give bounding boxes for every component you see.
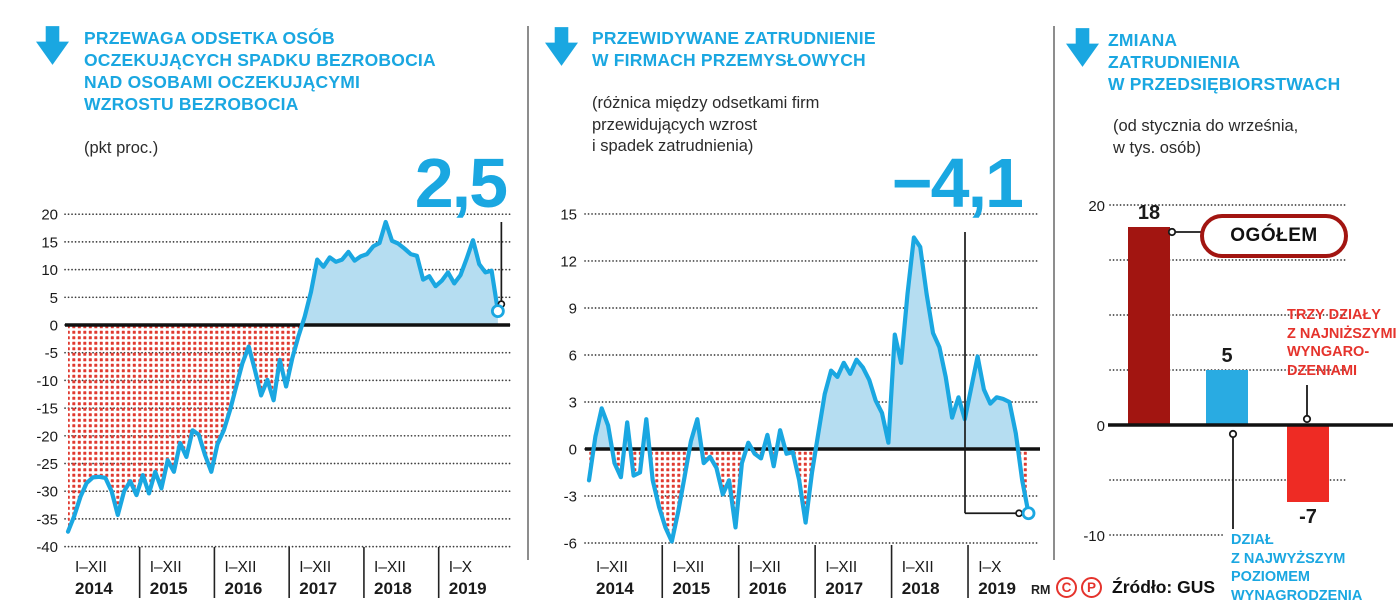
lowest-pay-note: TRZY DZIAŁY Z NAJNIŻSZYMI WYNGARO- DZENI… [1287, 307, 1397, 379]
chart3: 20 0 -10 18 5 -7 [1083, 198, 1393, 545]
svg-text:-20: -20 [36, 428, 58, 445]
svg-text:2015: 2015 [672, 579, 710, 598]
down-arrow-icon [36, 26, 69, 65]
svg-text:2017: 2017 [299, 579, 337, 598]
chart3-title: ZMIANA ZATRUDNIENIA W PRZEDSIĘBIORSTWACH [1108, 30, 1341, 94]
svg-text:I–XII: I–XII [596, 559, 628, 576]
chart1: 20151050-5-10-15-20-25-30-35-40I–XII2014… [36, 207, 511, 598]
svg-text:I–XII: I–XII [150, 559, 182, 576]
svg-text:-3: -3 [564, 489, 577, 506]
svg-text:2016: 2016 [225, 579, 263, 598]
svg-text:2018: 2018 [374, 579, 412, 598]
svg-text:-10: -10 [1083, 528, 1105, 545]
svg-text:2017: 2017 [825, 579, 863, 598]
press-icon: P [1081, 577, 1102, 598]
svg-text:0: 0 [569, 442, 577, 459]
svg-text:I–XII: I–XII [749, 559, 781, 576]
svg-text:15: 15 [41, 234, 58, 251]
chart2-callout [964, 232, 1023, 518]
svg-text:0: 0 [50, 318, 58, 335]
svg-text:I–XII: I–XII [75, 559, 107, 576]
chart3-unit-label: (od stycznia do września, w tys. osób) [1113, 117, 1299, 157]
svg-text:12: 12 [560, 253, 577, 270]
panel-divider-right [1053, 26, 1055, 560]
svg-text:2019: 2019 [978, 579, 1016, 598]
highest-pay-note: DZIAŁ Z NAJWYŻSZYM POZIOMEM WYNAGRODZENI… [1231, 532, 1363, 604]
svg-text:18: 18 [1138, 202, 1160, 224]
svg-text:15: 15 [560, 206, 577, 223]
chart1-callout [497, 222, 506, 308]
svg-text:-40: -40 [36, 539, 58, 556]
svg-text:-7: -7 [1299, 506, 1317, 528]
panel-divider-left [527, 26, 529, 560]
bar-5 [1206, 370, 1248, 425]
svg-text:I–X: I–X [449, 559, 473, 576]
svg-text:2019: 2019 [449, 579, 487, 598]
chart1-latest-value: 2,5 [414, 144, 508, 222]
chart3-connectors [1167, 227, 1312, 529]
svg-text:I–XII: I–XII [225, 559, 257, 576]
svg-text:2015: 2015 [150, 579, 188, 598]
chart2-unit-label: (różnica między odsetkami firm przewiduj… [592, 94, 820, 155]
svg-text:2016: 2016 [749, 579, 787, 598]
down-arrow-icon [545, 27, 578, 66]
svg-text:-25: -25 [36, 456, 58, 473]
bar-18 [1128, 227, 1170, 425]
rm-mark: RM [1031, 583, 1051, 597]
down-arrow-icon [1066, 28, 1099, 67]
svg-text:6: 6 [569, 347, 577, 364]
svg-text:-6: -6 [564, 536, 577, 553]
svg-text:-10: -10 [36, 373, 58, 390]
svg-text:-35: -35 [36, 511, 58, 528]
chart2: 15 12 9 6 3 0 -3 -6 I–XII 2014 I–XII 2015 I–XII 2016 I… [560, 206, 1041, 598]
svg-text:I–X: I–X [978, 559, 1002, 576]
svg-text:-15: -15 [36, 401, 58, 418]
svg-text:I–XII: I–XII [825, 559, 857, 576]
svg-text:3: 3 [569, 394, 577, 411]
copyright-icon: C [1056, 577, 1077, 598]
svg-text:5: 5 [50, 290, 58, 307]
svg-text:-5: -5 [45, 345, 58, 362]
svg-text:I–XII: I–XII [299, 559, 331, 576]
svg-text:2014: 2014 [75, 579, 113, 598]
svg-text:I–XII: I–XII [374, 559, 406, 576]
svg-text:I–XII: I–XII [672, 559, 704, 576]
chart2-title: PRZEWIDYWANE ZATRUDNIENIE W FIRMACH PRZE… [592, 28, 876, 70]
svg-text:0: 0 [1097, 418, 1105, 435]
total-callout-badge: OGÓŁEM [1200, 214, 1348, 258]
svg-text:20: 20 [1088, 198, 1105, 215]
chart3-bars: 18 5 -7 [1128, 202, 1329, 528]
chart1-end-marker [490, 304, 505, 319]
chart2-xaxis: I–XII2014I–XII2015I–XII2016I–XII2017I–XI… [596, 545, 1016, 598]
svg-text:2014: 2014 [596, 579, 634, 598]
svg-text:10: 10 [41, 262, 58, 279]
chart2-latest-value: −4,1 [891, 144, 1024, 222]
svg-text:I–XII: I–XII [902, 559, 934, 576]
svg-text:2018: 2018 [902, 579, 940, 598]
chart1-xaxis: I–XII2014I–XII2015I–XII2016I–XII2017I–XI… [75, 547, 487, 598]
svg-text:-30: -30 [36, 484, 58, 501]
bar--7 [1287, 425, 1329, 502]
source-label: Źródło: GUS [1112, 577, 1216, 597]
chart1-title: PRZEWAGA ODSETKA OSÓB OCZEKUJĄCYCH SPADK… [84, 28, 436, 114]
svg-text:9: 9 [569, 300, 577, 317]
svg-text:20: 20 [41, 207, 58, 224]
svg-text:5: 5 [1221, 345, 1232, 367]
chart2-end-marker [1021, 506, 1036, 521]
chart1-unit-label: (pkt proc.) [84, 139, 159, 157]
